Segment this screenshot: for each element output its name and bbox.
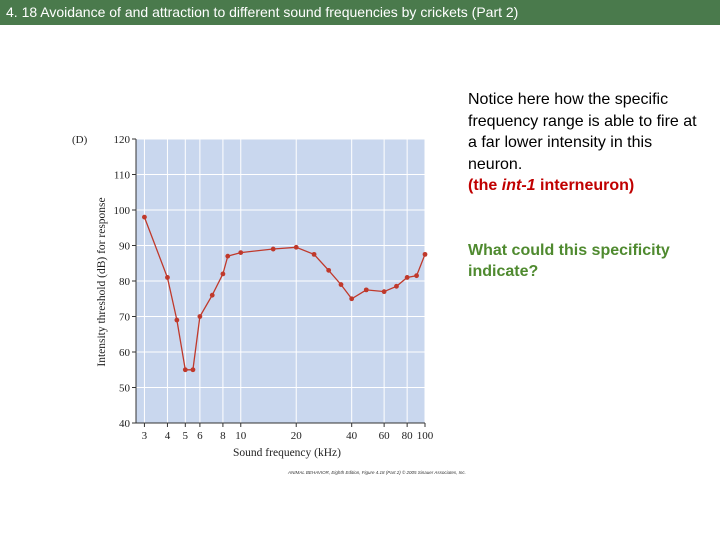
data-point: [414, 273, 419, 279]
notes-paragraph: Notice here how the specific frequency r…: [468, 91, 697, 173]
x-tick-label: 5: [183, 430, 189, 442]
y-tick-label: 90: [119, 241, 131, 253]
x-tick-label: 20: [291, 430, 303, 442]
data-point: [404, 275, 410, 280]
data-point: [142, 214, 147, 220]
y-axis-label: Intensity threshold (dB) for response: [96, 197, 108, 366]
data-point: [225, 253, 231, 259]
x-tick-label: 80: [402, 430, 414, 442]
data-point: [270, 246, 276, 252]
data-point: [326, 267, 332, 273]
data-point: [293, 244, 299, 250]
data-point: [381, 289, 387, 295]
interneuron-suffix: interneuron): [535, 177, 635, 194]
data-point: [182, 367, 188, 373]
data-point: [174, 317, 180, 323]
data-point: [220, 271, 226, 277]
y-tick-label: 40: [119, 418, 131, 430]
notes-panel: Notice here how the specific frequency r…: [468, 89, 698, 283]
y-tick-label: 70: [119, 312, 131, 324]
y-tick-label: 60: [119, 347, 131, 359]
data-point: [311, 251, 317, 257]
y-tick-label: 50: [119, 383, 131, 395]
x-tick-label: 40: [346, 430, 358, 442]
x-tick-label: 100: [417, 430, 434, 442]
x-tick-label: 4: [165, 430, 171, 442]
panel-label: (D): [72, 134, 88, 146]
data-point: [165, 275, 170, 280]
y-tick-label: 100: [114, 205, 131, 217]
y-tick-label: 120: [114, 134, 131, 146]
data-point: [209, 292, 215, 298]
interneuron-prefix: (the: [468, 177, 502, 194]
threshold-line: [143, 216, 426, 371]
data-point: [394, 283, 399, 289]
data-point: [190, 367, 196, 373]
x-tick-label: 10: [235, 430, 247, 442]
x-tick-label: 8: [220, 430, 226, 442]
interneuron-note: (the int-1 interneuron): [468, 175, 698, 197]
data-point: [238, 250, 244, 256]
slide-title: 4. 18 Avoidance of and attraction to dif…: [0, 0, 720, 25]
data-point: [197, 314, 203, 319]
x-tick-label: 60: [379, 430, 391, 442]
x-tick-label: 6: [197, 430, 203, 442]
data-point: [349, 296, 355, 302]
y-tick-label: 80: [119, 276, 131, 288]
specificity-question: What could this specificity indicate?: [468, 241, 670, 281]
data-point: [363, 287, 369, 293]
data-point: [422, 251, 428, 257]
x-axis-label: Sound frequency (kHz): [233, 447, 341, 459]
y-tick-label: 110: [114, 170, 131, 182]
interneuron-name: int-1: [501, 177, 536, 194]
figure-credit: ANIMAL BEHAVIOR, Eighth Edition, Figure …: [288, 470, 466, 475]
data-point: [338, 282, 344, 287]
x-tick-label: 3: [142, 430, 148, 442]
